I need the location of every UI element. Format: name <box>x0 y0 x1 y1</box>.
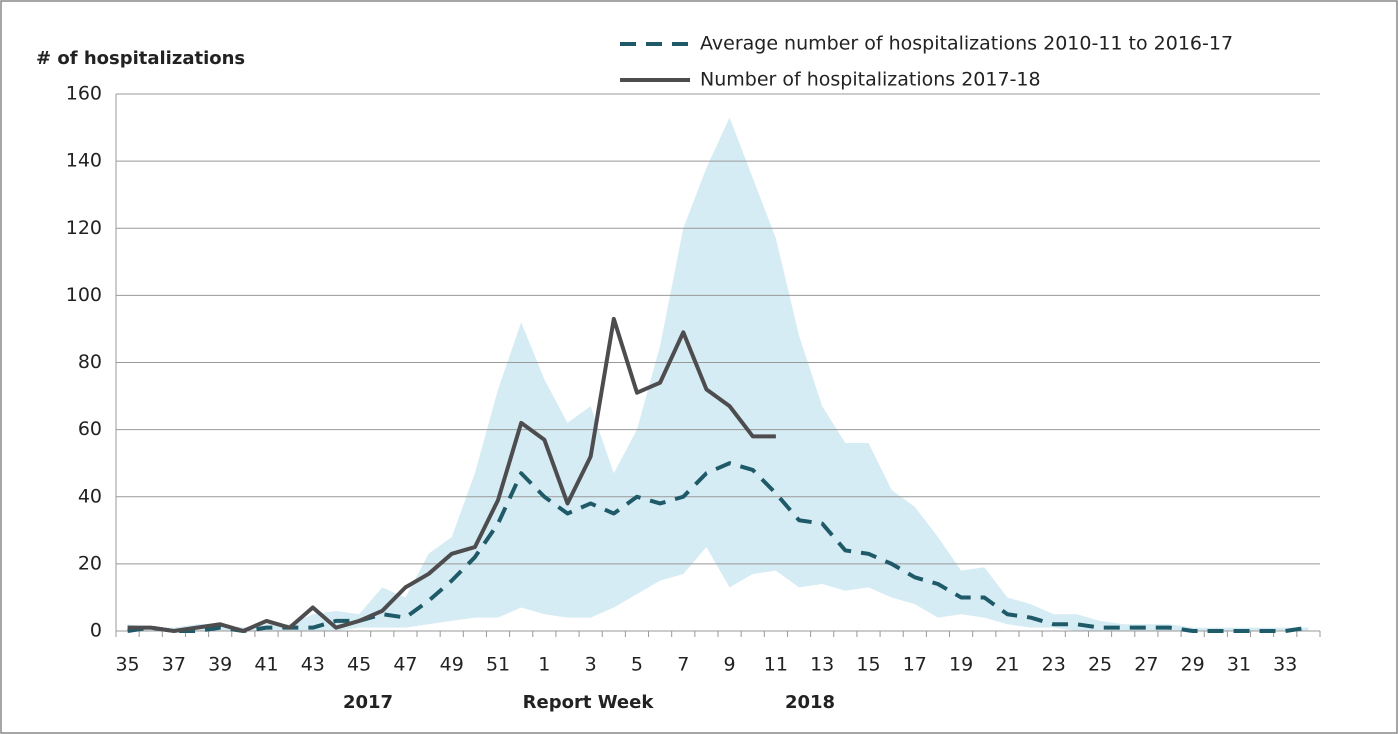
x-tick-label: 51 <box>486 654 510 676</box>
x-tick-label: 31 <box>1227 654 1251 676</box>
x-tick-label: 45 <box>347 654 371 676</box>
series-line <box>127 316 776 633</box>
x-tick-label: 7 <box>677 654 689 676</box>
y-axis-label: # of hospitalizations <box>36 48 245 69</box>
y-tick-label: 100 <box>66 284 102 306</box>
x-tick-label: 43 <box>301 654 325 676</box>
x-tick-label: 11 <box>764 654 788 676</box>
x-axis-label: Report Week <box>523 692 655 713</box>
x-tick-label: 25 <box>1088 654 1112 676</box>
x-tick-label: 9 <box>724 654 736 676</box>
x-tick-label: 21 <box>995 654 1019 676</box>
series-line <box>127 461 1309 633</box>
y-tick-label: 40 <box>78 485 102 507</box>
x-tick-label: 3 <box>585 654 597 676</box>
x-tick-label: 19 <box>949 654 973 676</box>
legend-label: Average number of hospitalizations 2010-… <box>700 33 1233 55</box>
x-tick-label: 15 <box>856 654 880 676</box>
x-tick-label: 49 <box>440 654 464 676</box>
y-tick-label: 60 <box>78 418 102 440</box>
x-tick-label: 23 <box>1042 654 1066 676</box>
y-tick-label: 140 <box>66 150 102 172</box>
y-tick-label: 0 <box>90 620 102 642</box>
x-axis-label: 2018 <box>785 692 835 713</box>
x-tick-label: 39 <box>208 654 232 676</box>
y-tick-label: 120 <box>66 217 102 239</box>
x-tick-label: 37 <box>162 654 186 676</box>
y-tick-label: 160 <box>66 83 102 105</box>
x-tick-label: 5 <box>631 654 643 676</box>
x-tick-label: 27 <box>1134 654 1158 676</box>
x-tick-label: 33 <box>1273 654 1297 676</box>
x-tick-label: 29 <box>1181 654 1205 676</box>
y-tick-label: 20 <box>78 552 102 574</box>
x-tick-label: 41 <box>254 654 278 676</box>
range-band <box>127 117 1309 631</box>
x-tick-label: 13 <box>810 654 834 676</box>
x-tick-label: 47 <box>393 654 417 676</box>
x-tick-label: 1 <box>538 654 550 676</box>
x-tick-label: 17 <box>903 654 927 676</box>
legend-label: Number of hospitalizations 2017-18 <box>700 69 1041 91</box>
x-tick-label: 35 <box>115 654 139 676</box>
x-axis-label: 2017 <box>343 692 393 713</box>
y-tick-label: 80 <box>78 351 102 373</box>
